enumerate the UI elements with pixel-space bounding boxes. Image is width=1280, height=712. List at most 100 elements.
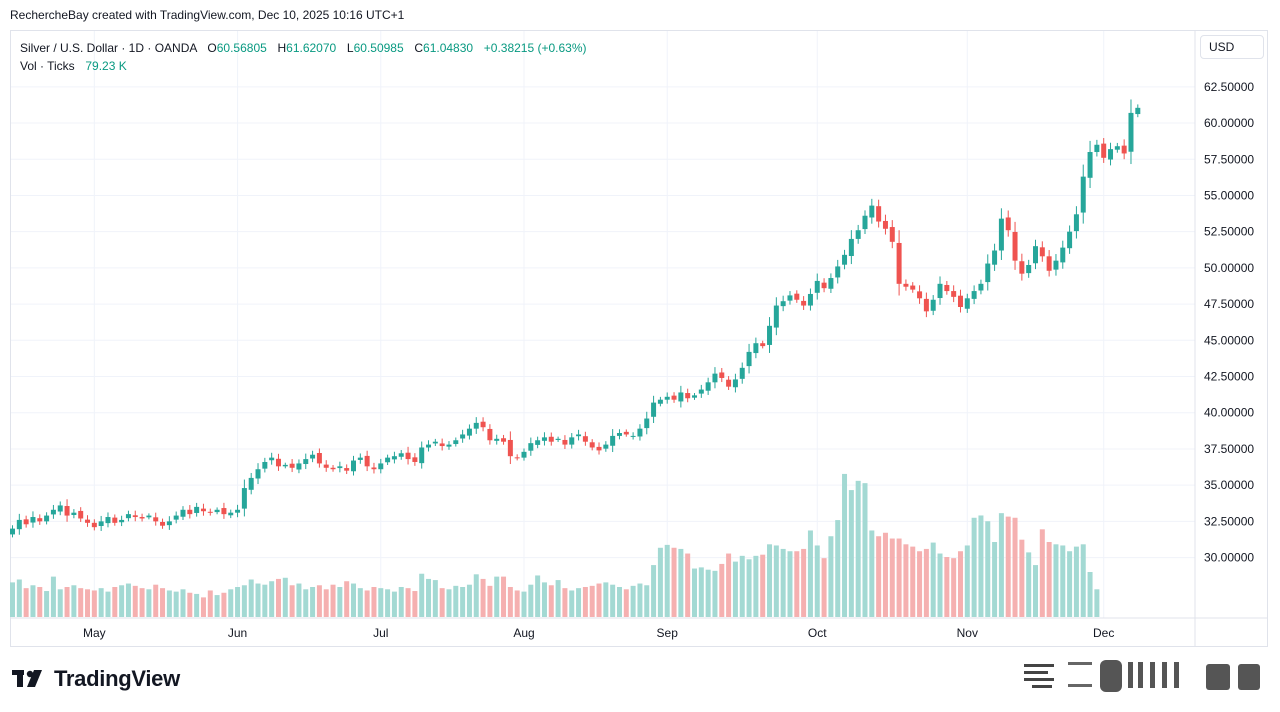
candle-body: [221, 508, 227, 515]
candle-body: [651, 402, 657, 417]
candle-body: [1046, 256, 1052, 271]
volume-bar: [896, 538, 902, 617]
volume-bar: [385, 589, 391, 617]
volume-bar: [787, 551, 793, 617]
candle-body: [903, 283, 909, 287]
volume-bar: [173, 591, 179, 617]
volume-bar: [398, 587, 404, 617]
candle-body: [623, 431, 629, 435]
volume-bar: [316, 585, 322, 617]
volume-bar: [1080, 544, 1086, 617]
volume-bar: [487, 585, 493, 617]
x-tick-label: Nov: [957, 626, 978, 640]
volume-label[interactable]: Vol · Ticks: [20, 59, 75, 73]
candle-body: [44, 515, 50, 522]
volume-bar: [426, 578, 432, 617]
volume-bar: [664, 544, 670, 617]
candle-body: [10, 528, 15, 535]
volume-bar: [848, 490, 854, 617]
volume-bar: [1087, 572, 1093, 617]
candle-body: [555, 438, 561, 440]
candle-body: [957, 295, 963, 307]
candle-body: [930, 299, 936, 311]
candle-body: [391, 456, 397, 460]
volume-bar: [528, 584, 534, 617]
candle-body: [787, 295, 793, 301]
symbol-title[interactable]: Silver / U.S. Dollar · 1D · OANDA: [20, 41, 197, 55]
y-tick-label: 40.00000: [1204, 406, 1254, 420]
candle-body: [160, 521, 166, 526]
candle-body: [992, 250, 998, 265]
candle-body: [405, 452, 411, 460]
candle-body: [398, 453, 404, 457]
candle-body: [882, 220, 888, 229]
volume-bar: [869, 530, 875, 617]
candle-body: [548, 436, 554, 442]
candle-body: [671, 395, 677, 400]
volume-bar: [760, 554, 766, 617]
volume-bar: [139, 588, 145, 617]
volume-bar: [1046, 542, 1052, 617]
volume-bar: [351, 583, 356, 617]
volume-bar: [303, 589, 309, 617]
volume-bar: [439, 588, 445, 617]
candle-body: [194, 506, 200, 513]
candle-body: [37, 518, 43, 522]
candle-body: [528, 443, 534, 451]
volume-bar: [732, 561, 738, 617]
chart-frame: [10, 30, 1268, 647]
volume-bar: [780, 548, 786, 617]
candle-body: [814, 280, 820, 293]
candle-body: [446, 444, 452, 447]
candle-body: [630, 435, 636, 437]
y-tick-label: 45.00000: [1204, 333, 1254, 347]
volume-bar: [992, 542, 998, 617]
candle-body: [692, 395, 697, 398]
volume-bar: [282, 577, 288, 617]
candle-body: [262, 461, 268, 469]
candle-body: [828, 278, 834, 289]
currency-button[interactable]: USD: [1200, 35, 1264, 59]
candle-body: [71, 512, 77, 515]
x-tick-label: Dec: [1093, 626, 1114, 640]
high-value: 61.62070: [286, 41, 337, 55]
volume-bar: [807, 530, 813, 617]
low-label: L: [346, 41, 354, 55]
volume-bar: [889, 538, 895, 617]
candle-body: [91, 522, 97, 528]
tradingview-logo[interactable]: TradingView: [12, 666, 180, 692]
volume-bar: [255, 583, 261, 617]
candle-body: [753, 343, 759, 354]
candle-body: [439, 443, 445, 447]
volume-bar: [494, 576, 500, 617]
volume-bar: [507, 587, 513, 617]
volume-bar: [930, 542, 936, 617]
candle-body: [1039, 247, 1045, 257]
volume-bar: [535, 575, 541, 617]
volume-bar: [555, 580, 561, 617]
volume-bar: [828, 536, 834, 617]
volume-bar: [16, 579, 22, 617]
y-tick-label: 52.50000: [1204, 225, 1254, 239]
candle-body: [248, 477, 254, 490]
volume-bar: [753, 555, 759, 617]
volume-bar: [419, 573, 425, 617]
volume-bar: [1026, 552, 1032, 617]
candle-body: [917, 291, 923, 299]
volume-bar: [37, 587, 43, 617]
candle-body: [316, 453, 322, 464]
candle-body: [487, 428, 493, 441]
volume-bar: [678, 548, 684, 617]
candle-body: [1012, 231, 1018, 261]
candle-body: [589, 442, 595, 448]
volume-bar: [603, 582, 609, 617]
candle-body: [235, 509, 241, 513]
volume-bar: [596, 583, 602, 617]
volume-bar: [296, 583, 302, 617]
candle-body: [419, 447, 425, 464]
candle-body: [1135, 107, 1141, 115]
volume-bar: [630, 585, 636, 617]
volume-bar: [228, 589, 234, 617]
candle-body: [848, 238, 854, 257]
